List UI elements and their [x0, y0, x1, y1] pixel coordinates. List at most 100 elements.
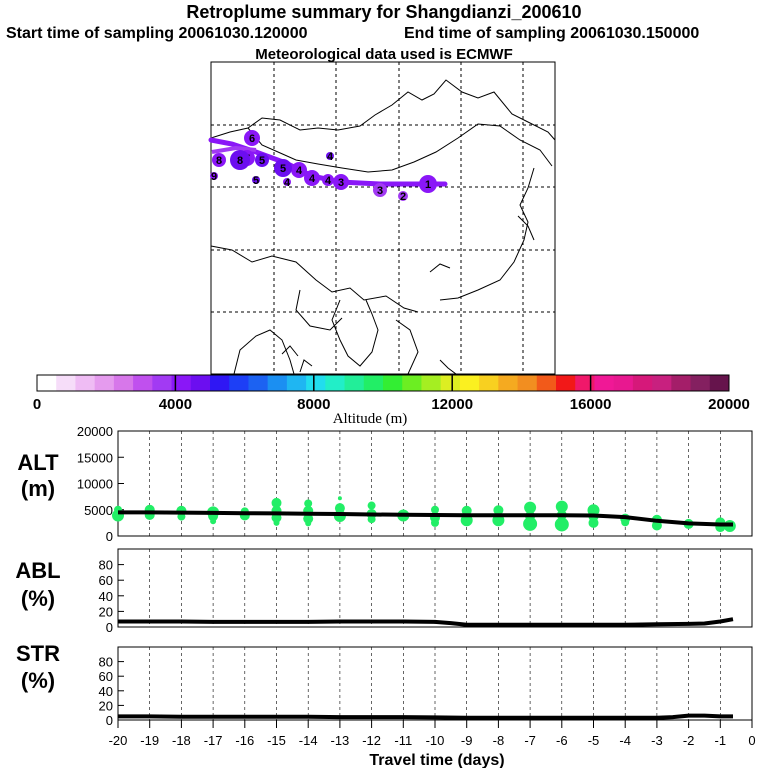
colorbar-frame	[36, 374, 730, 392]
colorbar-segment	[709, 375, 730, 391]
colorbar-segment	[613, 375, 634, 391]
x-axis-tick-label: -17	[204, 733, 223, 748]
colorbar-segment	[190, 375, 211, 391]
plume-marker	[333, 174, 349, 190]
alt-ytick-label: 20000	[77, 424, 113, 439]
x-axis-tick-label: -5	[588, 733, 600, 748]
abl-series-line	[118, 617, 734, 627]
alt-scatter-point	[588, 517, 599, 528]
colorbar-segment	[94, 375, 115, 391]
plume-marker	[322, 174, 334, 186]
colorbar-segment	[383, 375, 403, 391]
x-axis-tick-label: -4	[619, 733, 631, 748]
alt-scatter-point	[304, 499, 313, 508]
x-axis-tick-label: -6	[556, 733, 568, 748]
alt-scatter-point	[305, 520, 312, 527]
x-axis-tick-label: -10	[426, 733, 445, 748]
colorbar-segment	[75, 375, 96, 391]
plume-marker-label: 3	[338, 177, 344, 189]
plume-marker-label: 6	[249, 133, 255, 145]
x-axis-tick-label: -15	[267, 733, 286, 748]
plume-track-branch	[211, 145, 257, 154]
alt-scatter-point	[271, 497, 282, 508]
alt-scatter-point	[524, 501, 537, 514]
x-axis-tick-label: -16	[235, 733, 254, 748]
colorbar-segment	[152, 375, 173, 391]
x-axis-tick-label: -14	[299, 733, 318, 748]
str-ylabel: (%)	[21, 668, 55, 693]
str-ytick-label: 40	[99, 684, 113, 699]
x-axis-tick-label: -1	[715, 733, 727, 748]
colorbar-segment	[594, 375, 615, 391]
plume-marker-label: 4	[325, 175, 332, 187]
plume-marker	[230, 150, 250, 170]
colorbar-tick-label: 16000	[570, 396, 612, 413]
colorbar-segment	[210, 375, 230, 391]
plume-marker-label: 4	[327, 151, 334, 163]
colorbar-segment	[56, 375, 76, 391]
end-time-label: End time of sampling 20061030.150000	[404, 25, 700, 42]
plume-marker	[244, 130, 260, 146]
x-axis-tick-label: -19	[140, 733, 159, 748]
plume-marker	[252, 176, 260, 184]
colorbar-segment	[306, 375, 326, 391]
colorbar-tick-label: 4000	[159, 396, 192, 413]
str-ylabel: STR	[16, 641, 60, 666]
start-time-label: Start time of sampling 20061030.120000	[6, 25, 308, 42]
alt-ylabel: ALT	[17, 450, 59, 475]
chart-title: Retroplume summary for Shangdianzi_20061…	[186, 2, 582, 22]
plume-marker	[419, 175, 437, 193]
plume-markers: 12334445544567898	[208, 130, 448, 203]
alt-scatter-point	[431, 505, 439, 514]
alt-scatter-point	[367, 515, 376, 524]
plume-marker-label: 3	[377, 185, 383, 197]
colorbar-segment	[517, 375, 538, 391]
x-axis-tick-label: -12	[362, 733, 381, 748]
plume-marker-label: 9	[211, 171, 217, 183]
abl-ytick-label: 20	[99, 604, 113, 619]
colorbar-segment	[690, 375, 711, 391]
colorbar-segment	[402, 375, 422, 391]
alt-scatter-point	[523, 516, 538, 531]
plume-marker-label: 5	[259, 155, 265, 167]
colorbar-tick-label: 12000	[431, 396, 473, 413]
colorbar-segment	[267, 375, 288, 391]
alt-scatter-point	[210, 518, 217, 525]
colorbar-segment	[171, 375, 192, 391]
colorbar-segment	[286, 375, 307, 391]
plume-marker-label: 5	[253, 175, 259, 187]
x-axis-tick-label: -13	[331, 733, 350, 748]
alt-scatter-point	[493, 505, 504, 516]
colorbar-segment	[344, 375, 365, 391]
plume-marker	[212, 153, 226, 167]
plume-marker	[398, 191, 408, 201]
plume-marker	[291, 162, 307, 178]
colorbar-segment	[479, 375, 499, 391]
alt-scatter-point	[367, 501, 376, 510]
str-ytick-label: 80	[99, 655, 113, 670]
colorbar-axis-label: Altitude (m)	[333, 411, 408, 427]
str-ytick-label: 20	[99, 698, 113, 713]
colorbar-segment	[652, 375, 672, 391]
plume-marker	[283, 178, 291, 186]
plume-marker-label: 4	[296, 165, 303, 177]
x-axis-tick-label: -8	[493, 733, 505, 748]
colorbar-segment	[536, 375, 557, 391]
x-axis-tick-label: -11	[394, 733, 412, 748]
x-axis-tick-label: -20	[109, 733, 128, 748]
plume-marker	[326, 152, 334, 160]
colorbar-segment	[556, 375, 576, 391]
colorbar-segment	[632, 375, 653, 391]
x-axis-tick-label: -3	[651, 733, 663, 748]
str-ytick-label: 0	[106, 713, 113, 728]
abl-ytick-label: 40	[99, 589, 113, 604]
alt-scatter-point	[621, 518, 630, 527]
plume-marker-label: 1	[425, 179, 431, 191]
colorbar-segment	[498, 375, 519, 391]
altitude-colorbar	[36, 374, 730, 392]
x-axis-tick-label: -7	[524, 733, 536, 748]
alt-ylabel: (m)	[21, 476, 55, 501]
colorbar-ticks: 0 4000 8000 12000 16000 20000 Altitude (m)	[33, 375, 750, 427]
